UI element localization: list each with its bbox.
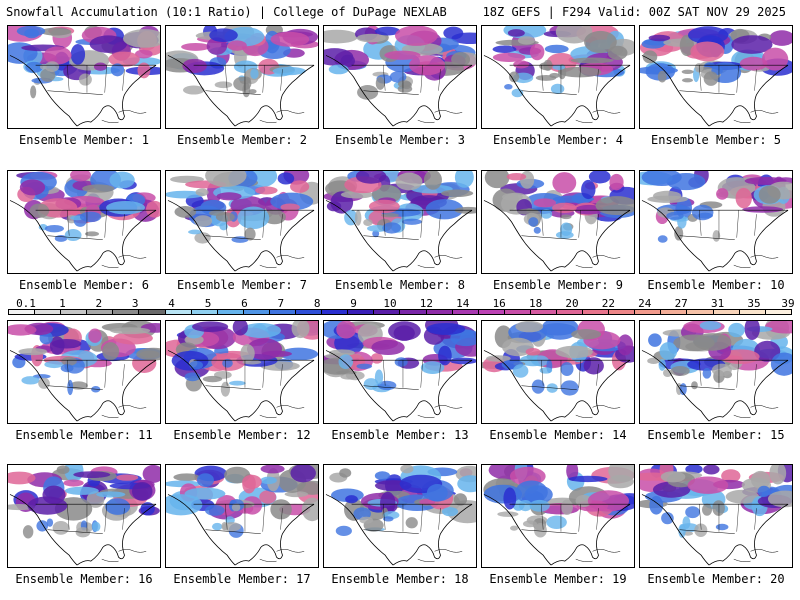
scale-swatch xyxy=(452,310,479,314)
scale-swatch xyxy=(400,310,427,314)
scale-swatch xyxy=(635,310,662,314)
member-label: Ensemble Member: 17 xyxy=(173,572,311,586)
member-label: Ensemble Member: 2 xyxy=(176,133,308,147)
snowfall-map xyxy=(165,25,319,129)
scale-labels: 0.1 1 2 3 4 5 6 7 8 9 10 12 14 16 18 20 22 24 27 31 35 39 xyxy=(8,297,795,310)
scale-tick-label: 7 xyxy=(277,297,285,310)
scale-swatch xyxy=(139,310,166,314)
snowfall-map xyxy=(7,170,161,274)
scale-swatch xyxy=(35,310,62,314)
member-label: Ensemble Member: 5 xyxy=(650,133,782,147)
scale-tick-label: 35 xyxy=(747,297,761,310)
member-label: Ensemble Member: 3 xyxy=(334,133,466,147)
snowfall-map xyxy=(481,320,635,424)
member-label: Ensemble Member: 18 xyxy=(331,572,469,586)
scale-tick-label: 18 xyxy=(528,297,543,310)
scale-swatch xyxy=(504,310,531,314)
snowfall-map xyxy=(481,25,635,129)
snowfall-map xyxy=(165,170,319,274)
scale-tick-label: 31 xyxy=(710,297,725,310)
member-label: Ensemble Member: 1 xyxy=(18,133,150,147)
scale-tick-label: 6 xyxy=(241,297,248,310)
scale-tick-label: 9 xyxy=(350,297,357,310)
scale-swatch xyxy=(530,310,557,314)
member-label: Ensemble Member: 14 xyxy=(489,428,627,442)
scale-swatch xyxy=(269,310,297,314)
snowfall-map xyxy=(323,25,477,129)
scale-swatch xyxy=(609,310,636,314)
scale-swatch xyxy=(243,310,270,314)
scale-swatch xyxy=(583,310,610,314)
scale-tick-label: 2 xyxy=(95,297,103,310)
scale-tick-label: 4 xyxy=(168,297,175,310)
scale-swatch xyxy=(426,310,453,314)
member-label: Ensemble Member: 11 xyxy=(15,428,153,442)
scale-tick-label: 27 xyxy=(674,297,688,310)
member-label: Ensemble Member: 15 xyxy=(647,428,785,442)
scale-swatch xyxy=(765,310,791,314)
snowfall-map xyxy=(323,170,477,274)
member-label: Ensemble Member: 6 xyxy=(18,278,150,292)
member-label: Ensemble Member: 16 xyxy=(15,572,153,586)
member-label: Ensemble Member: 8 xyxy=(334,278,466,292)
snowfall-map xyxy=(7,25,161,129)
scale-tick-label: 12 xyxy=(419,297,434,310)
snowfall-map xyxy=(481,170,635,274)
model-run-label: 18Z GEFS | F294 Valid: 00Z SAT NOV 29 20… xyxy=(482,5,786,19)
member-label: Ensemble Member: 9 xyxy=(492,278,624,292)
scale-swatch xyxy=(217,310,244,314)
snowfall-map xyxy=(323,464,477,568)
scale-tick-label: 8 xyxy=(313,297,321,310)
scale-tick-label: 22 xyxy=(601,297,616,310)
snowfall-map xyxy=(165,464,319,568)
snowfall-map xyxy=(323,320,477,424)
member-label: Ensemble Member: 13 xyxy=(331,428,469,442)
scale-swatch xyxy=(713,310,740,314)
scale-tick-label: 1 xyxy=(59,297,66,310)
scale-swatch xyxy=(478,310,505,314)
scale-swatch xyxy=(374,310,401,314)
scale-tick-label: 24 xyxy=(638,297,652,310)
scale-tick-label: 10 xyxy=(383,297,397,310)
snowfall-map xyxy=(639,464,793,568)
scale-swatch xyxy=(556,310,584,314)
scale-swatch xyxy=(322,310,349,314)
scale-swatch xyxy=(61,310,88,314)
chart-title: Snowfall Accumulation (10:1 Ratio) | Col… xyxy=(6,5,447,19)
snowfall-scale: 0.1 1 2 3 4 5 6 7 8 9 10 12 14 16 18 20 22 24 27 31 35 39 xyxy=(8,297,795,318)
snowfall-map xyxy=(639,320,793,424)
snowfall-map xyxy=(7,320,161,424)
scale-swatch xyxy=(113,310,140,314)
member-label: Ensemble Member: 10 xyxy=(647,278,785,292)
member-label: Ensemble Member: 4 xyxy=(492,133,624,147)
snowfall-map xyxy=(7,464,161,568)
scale-tick-label: 39 xyxy=(781,297,795,310)
scale-swatch xyxy=(348,310,375,314)
scale-swatch xyxy=(165,310,192,314)
scale-swatch xyxy=(87,310,114,314)
scale-swatch xyxy=(9,310,36,314)
scale-tick-label: 14 xyxy=(456,297,470,310)
snowfall-map xyxy=(165,320,319,424)
scale-swatch xyxy=(191,310,218,314)
scale-tick-label: 3 xyxy=(131,297,139,310)
scale-swatch xyxy=(739,310,766,314)
member-label: Ensemble Member: 12 xyxy=(173,428,311,442)
scale-swatch xyxy=(687,310,714,314)
snowfall-map xyxy=(481,464,635,568)
scale-bar xyxy=(8,309,792,315)
member-label: Ensemble Member: 20 xyxy=(647,572,785,586)
scale-swatch xyxy=(296,310,323,314)
snowfall-map xyxy=(639,25,793,129)
member-label: Ensemble Member: 7 xyxy=(176,278,308,292)
member-label: Ensemble Member: 19 xyxy=(489,572,627,586)
scale-tick-label: 20 xyxy=(565,297,579,310)
scale-swatch xyxy=(661,310,688,314)
scale-tick-label: 5 xyxy=(204,297,212,310)
scale-tick-label: 0.1 xyxy=(16,297,36,310)
snowfall-map xyxy=(639,170,793,274)
scale-tick-label: 16 xyxy=(492,297,506,310)
